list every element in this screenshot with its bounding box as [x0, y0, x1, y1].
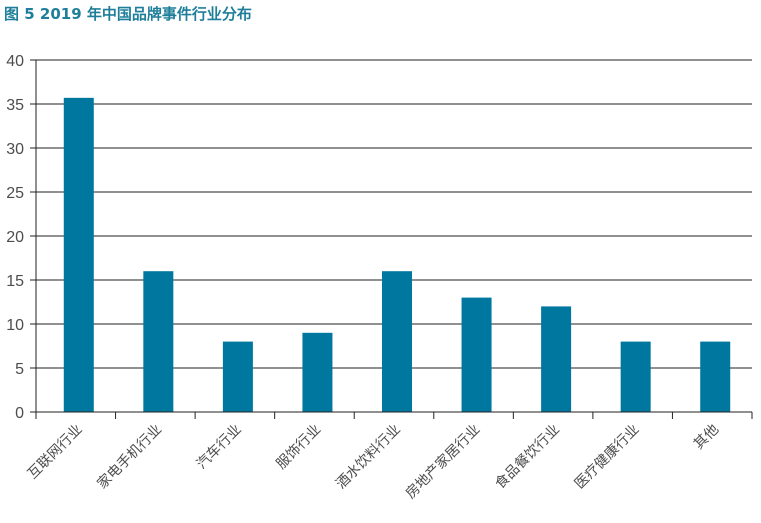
- bar-5: [382, 271, 412, 412]
- y-tick-labels: 0 5 10 15 20 25 30 35 40: [6, 53, 24, 422]
- y-tick-label: 0: [15, 405, 24, 422]
- bar-6: [461, 297, 492, 412]
- bar-8: [620, 341, 651, 412]
- x-tick-label: 其他: [691, 422, 722, 453]
- axes: [30, 59, 753, 419]
- bar-2: [143, 271, 174, 412]
- y-tick-label: 20: [6, 229, 24, 246]
- x-tick-label: 服饰行业: [273, 422, 324, 473]
- x-tick-label: 食品餐饮行业: [492, 421, 563, 492]
- y-tick-label: 15: [6, 273, 24, 290]
- bars: [63, 97, 731, 412]
- chart-title: 图 5 2019 年中国品牌事件行业分布: [4, 5, 252, 23]
- bar-1: [63, 97, 94, 412]
- x-tick-label: 互联网行业: [25, 422, 86, 483]
- bar-7: [541, 306, 572, 412]
- y-tick-label: 30: [6, 141, 24, 158]
- bar-4: [302, 332, 333, 412]
- bar-3: [222, 341, 253, 412]
- y-tick-label: 5: [15, 361, 24, 378]
- y-tick-label: 10: [6, 317, 24, 334]
- x-tick-label: 房地产家居行业: [402, 421, 483, 502]
- y-tick-label: 25: [6, 185, 24, 202]
- y-tick-label: 40: [6, 53, 24, 70]
- x-tick-label: 家电手机行业: [94, 421, 165, 492]
- x-tick-label: 酒水饮料行业: [333, 422, 404, 493]
- bar-9: [700, 341, 731, 412]
- y-tick-label: 35: [6, 97, 24, 114]
- x-tick-label: 汽车行业: [193, 421, 245, 473]
- x-tick-label: 医疗健康行业: [571, 421, 642, 492]
